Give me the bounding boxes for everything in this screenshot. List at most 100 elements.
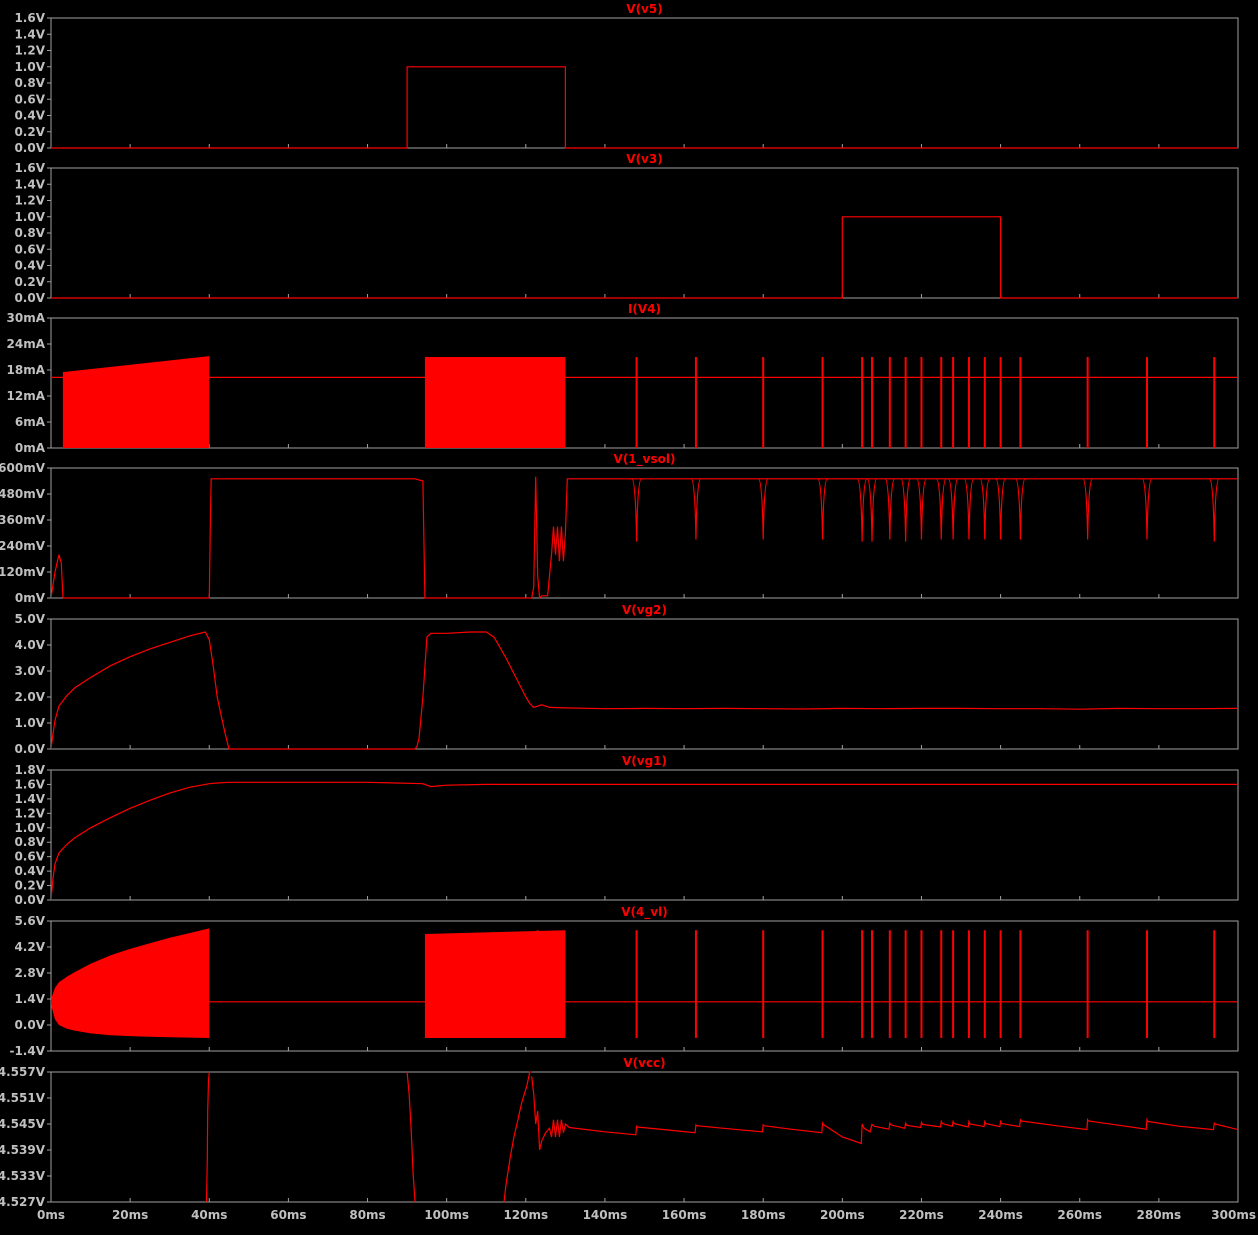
y-tick-label: 0.4V: [14, 864, 45, 878]
x-tick-label: 120ms: [503, 1208, 548, 1222]
panel-4: V(vg2) 0.0V 1.0V 2.0V 3.0V 4.0V 5.0V: [14, 603, 1239, 756]
y-tick-label: 0.0V: [14, 1018, 45, 1032]
y-tick-label: 0.0V: [14, 893, 45, 907]
y-tick-label: 120mV: [0, 565, 46, 579]
trace-dip: [1015, 478, 1026, 540]
y-tick-label: 0.4V: [14, 109, 45, 123]
trace-line: [51, 631, 1238, 750]
trace-dip: [995, 478, 1006, 540]
y-tick-label: 5.0V: [14, 612, 45, 626]
y-tick-label: 3.0V: [14, 664, 45, 678]
x-tick-label: 180ms: [741, 1208, 786, 1222]
y-tick-label: 1.0V: [14, 210, 45, 224]
y-tick-label: 2.8V: [14, 966, 45, 980]
trace-dip: [1208, 478, 1220, 542]
trace-area: [51, 781, 1238, 901]
y-tick-label: 240mV: [0, 539, 46, 553]
y-tick-label: 1.2V: [14, 806, 45, 820]
oscillation-envelope: [51, 928, 210, 1038]
y-tick-label: 30mA: [7, 311, 46, 325]
y-tick-label: 1.4V: [14, 792, 45, 806]
trace-area: [205, 1071, 1238, 1203]
panel-6: V(4_vl) -1.4V 0.0V 1.4V 2.8V 4.2V 5.6V: [9, 905, 1239, 1058]
trace-area: [51, 631, 1238, 750]
trace-dip: [631, 478, 642, 542]
x-tick-label: 140ms: [583, 1208, 628, 1222]
trace-area: [51, 216, 1238, 299]
trace-dip: [1082, 478, 1093, 540]
y-tick-label: 0.8V: [14, 226, 45, 240]
trace-dip: [1141, 478, 1153, 540]
trace-line: [51, 66, 1238, 149]
panel-frame: [50, 467, 1239, 599]
x-tick-label: 220ms: [899, 1208, 944, 1222]
y-tick-label: 1.2V: [14, 44, 45, 58]
y-tick-label: 4.0V: [14, 638, 45, 652]
panel-title: V(vg2): [622, 603, 667, 617]
trace-dip: [947, 478, 959, 540]
y-tick-label: 1.0V: [14, 60, 45, 74]
x-tick-label: 0ms: [37, 1208, 65, 1222]
trace-line: [406, 1071, 416, 1203]
y-tick-label: 0.4V: [14, 259, 45, 273]
panel-title: V(4_vl): [621, 905, 668, 920]
y-tick-label: 0.2V: [14, 275, 45, 289]
panel-3: V(1_vsol) 0mV 120mV 240mV 360mV 480mV 600mV: [0, 452, 1239, 605]
y-tick-label: -1.4V: [9, 1044, 45, 1058]
oscillation-band: [424, 930, 566, 1038]
y-tick-label: 0.0V: [14, 141, 45, 155]
trace-area: [51, 928, 1238, 1038]
y-tick-label: 4.557V: [0, 1065, 46, 1079]
x-tick-label: 260ms: [1057, 1208, 1102, 1222]
y-tick-label: 0.8V: [14, 835, 45, 849]
y-tick-label: 480mV: [0, 487, 46, 501]
y-tick-label: 1.8V: [14, 763, 45, 777]
panel-frame: [50, 317, 1239, 449]
trace-line: [51, 216, 1238, 299]
y-tick-label: 1.0V: [14, 821, 45, 835]
y-tick-label: 1.6V: [14, 161, 45, 175]
panel-1: V(v3) 0.0V 0.2V 0.4V 0.6V 0.8V 1.0V 1.2V 1.4V 1.6…: [14, 152, 1239, 305]
trace-line: [51, 781, 1238, 901]
panel-title: V(vg1): [622, 754, 667, 768]
trace-dip: [916, 478, 927, 540]
y-tick-label: 0mV: [15, 591, 46, 605]
panel-frame: [50, 769, 1239, 901]
y-tick-label: 24mA: [7, 337, 46, 351]
x-tick-label: 20ms: [112, 1208, 148, 1222]
y-tick-label: 360mV: [0, 513, 46, 527]
y-tick-label: 1.6V: [14, 777, 45, 791]
panel-title: V(v5): [626, 2, 662, 16]
trace-area: [51, 66, 1238, 149]
x-tick-label: 200ms: [820, 1208, 865, 1222]
y-tick-label: 0.2V: [14, 879, 45, 893]
y-tick-label: 4.527V: [0, 1195, 46, 1209]
y-tick-label: 6mA: [15, 415, 46, 429]
y-tick-label: 0.0V: [14, 291, 45, 305]
y-tick-label: 4.539V: [0, 1143, 46, 1157]
trace-area: [51, 476, 1238, 599]
y-tick-label: 2.0V: [14, 690, 45, 704]
x-tick-label: 160ms: [662, 1208, 707, 1222]
y-tick-label: 1.4V: [14, 992, 45, 1006]
trace-dip: [900, 478, 911, 542]
y-tick-label: 4.2V: [14, 940, 45, 954]
x-tick-label: 300ms: [1211, 1208, 1256, 1222]
y-tick-label: 0.2V: [14, 125, 45, 139]
panel-frame: [50, 167, 1239, 299]
trace-dip: [884, 478, 896, 540]
x-tick-label: 100ms: [424, 1208, 469, 1222]
y-tick-label: 4.551V: [0, 1091, 46, 1105]
panel-frame: [50, 920, 1239, 1052]
panel-0: V(v5) 0.0V 0.2V 0.4V 0.6V 0.8V 1.0V 1.2V 1.4V 1.6…: [14, 2, 1239, 155]
trace-dip: [963, 478, 975, 540]
panel-frame: [50, 1071, 1239, 1203]
x-tick-label: 60ms: [270, 1208, 306, 1222]
y-tick-label: 0.8V: [14, 76, 45, 90]
y-tick-label: 5.6V: [14, 914, 45, 928]
panel-title: V(v3): [626, 152, 662, 166]
trace-dip: [935, 478, 947, 540]
y-tick-label: 1.2V: [14, 194, 45, 208]
